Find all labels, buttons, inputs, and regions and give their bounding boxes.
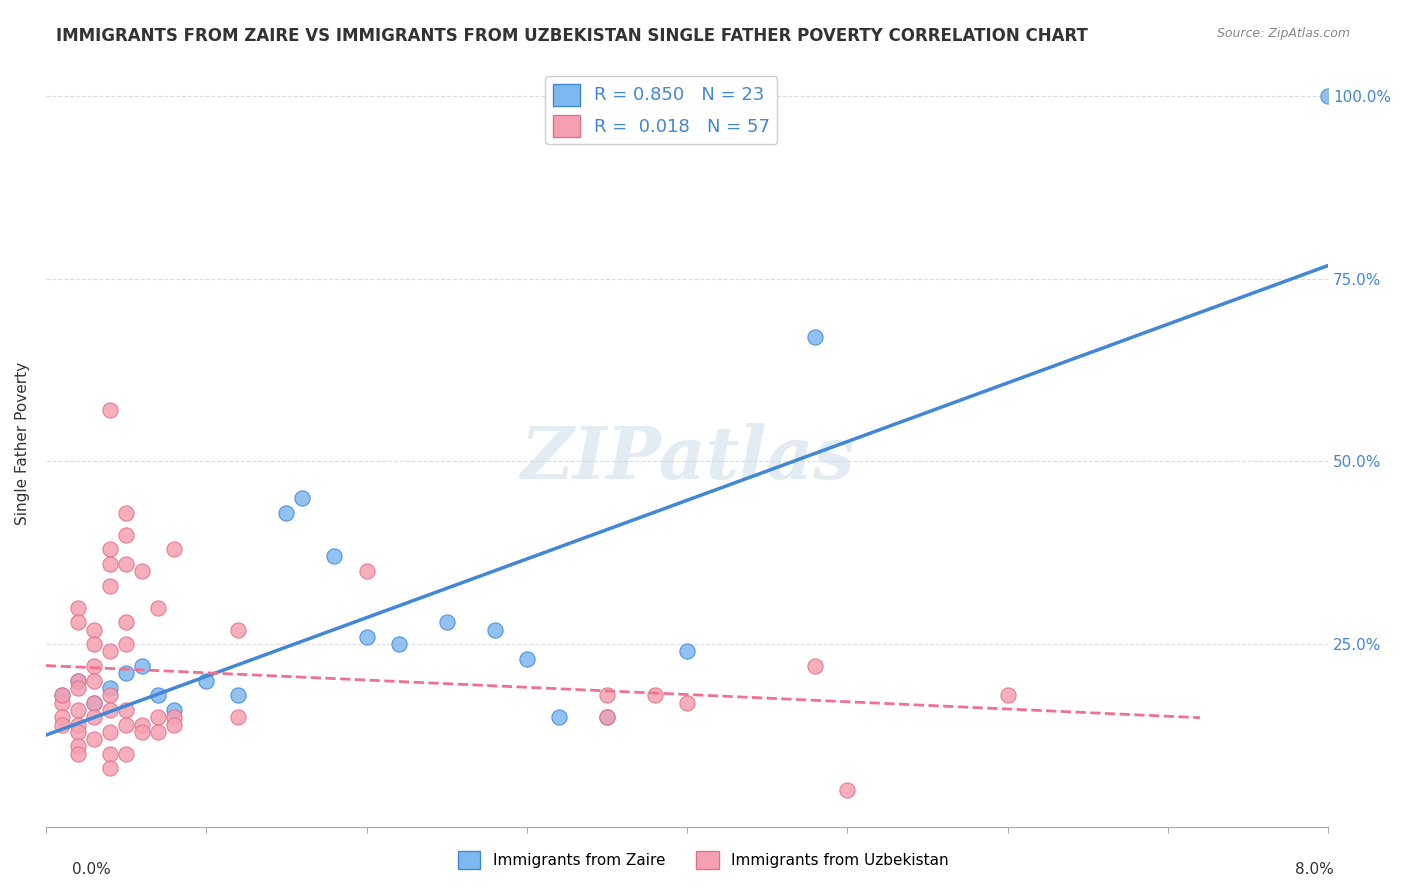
- Point: [676, 644, 699, 658]
- Point: [66, 717, 89, 731]
- Point: [997, 689, 1019, 703]
- Point: [83, 696, 105, 710]
- Point: [195, 673, 218, 688]
- Point: [115, 557, 138, 571]
- Point: [163, 710, 186, 724]
- Point: [83, 696, 105, 710]
- Point: [131, 659, 153, 673]
- Point: [115, 703, 138, 717]
- Y-axis label: Single Father Poverty: Single Father Poverty: [15, 361, 30, 524]
- Point: [66, 739, 89, 754]
- Point: [276, 506, 298, 520]
- Point: [66, 747, 89, 761]
- Text: Source: ZipAtlas.com: Source: ZipAtlas.com: [1216, 27, 1350, 40]
- Point: [98, 747, 121, 761]
- Point: [163, 542, 186, 557]
- Point: [596, 710, 619, 724]
- Point: [51, 696, 73, 710]
- Point: [596, 689, 619, 703]
- Point: [115, 506, 138, 520]
- Point: [1317, 89, 1340, 103]
- Point: [146, 710, 169, 724]
- Point: [115, 527, 138, 541]
- Point: [115, 717, 138, 731]
- Point: [51, 689, 73, 703]
- Point: [226, 710, 249, 724]
- Point: [131, 564, 153, 578]
- Point: [51, 710, 73, 724]
- Point: [66, 673, 89, 688]
- Point: [131, 717, 153, 731]
- Point: [98, 761, 121, 775]
- Point: [163, 717, 186, 731]
- Point: [83, 710, 105, 724]
- Point: [484, 623, 506, 637]
- Point: [51, 717, 73, 731]
- Legend: Immigrants from Zaire, Immigrants from Uzbekistan: Immigrants from Zaire, Immigrants from U…: [451, 845, 955, 875]
- Point: [115, 637, 138, 651]
- Text: 8.0%: 8.0%: [1295, 863, 1334, 877]
- Point: [83, 673, 105, 688]
- Point: [547, 710, 569, 724]
- Point: [387, 637, 409, 651]
- Point: [356, 564, 378, 578]
- Point: [98, 542, 121, 557]
- Point: [837, 783, 859, 797]
- Point: [291, 491, 314, 505]
- Point: [804, 330, 827, 344]
- Point: [66, 724, 89, 739]
- Point: [66, 600, 89, 615]
- Point: [356, 630, 378, 644]
- Point: [83, 623, 105, 637]
- Point: [436, 615, 458, 630]
- Point: [516, 652, 538, 666]
- Point: [115, 666, 138, 681]
- Point: [98, 557, 121, 571]
- Point: [644, 689, 666, 703]
- Point: [66, 615, 89, 630]
- Point: [163, 703, 186, 717]
- Point: [98, 403, 121, 417]
- Legend: R = 0.850   N = 23, R =  0.018   N = 57: R = 0.850 N = 23, R = 0.018 N = 57: [546, 77, 778, 144]
- Point: [98, 724, 121, 739]
- Point: [131, 724, 153, 739]
- Point: [596, 710, 619, 724]
- Point: [146, 724, 169, 739]
- Point: [98, 579, 121, 593]
- Point: [146, 689, 169, 703]
- Point: [146, 600, 169, 615]
- Point: [226, 623, 249, 637]
- Point: [66, 703, 89, 717]
- Point: [804, 659, 827, 673]
- Point: [115, 747, 138, 761]
- Point: [83, 659, 105, 673]
- Point: [98, 644, 121, 658]
- Point: [51, 689, 73, 703]
- Point: [98, 703, 121, 717]
- Point: [83, 637, 105, 651]
- Point: [66, 681, 89, 695]
- Point: [83, 732, 105, 747]
- Point: [115, 615, 138, 630]
- Text: 0.0%: 0.0%: [72, 863, 111, 877]
- Point: [98, 689, 121, 703]
- Text: ZIPatlas: ZIPatlas: [520, 423, 853, 494]
- Point: [226, 689, 249, 703]
- Point: [323, 549, 346, 564]
- Point: [98, 681, 121, 695]
- Point: [66, 673, 89, 688]
- Text: IMMIGRANTS FROM ZAIRE VS IMMIGRANTS FROM UZBEKISTAN SINGLE FATHER POVERTY CORREL: IMMIGRANTS FROM ZAIRE VS IMMIGRANTS FROM…: [56, 27, 1088, 45]
- Point: [676, 696, 699, 710]
